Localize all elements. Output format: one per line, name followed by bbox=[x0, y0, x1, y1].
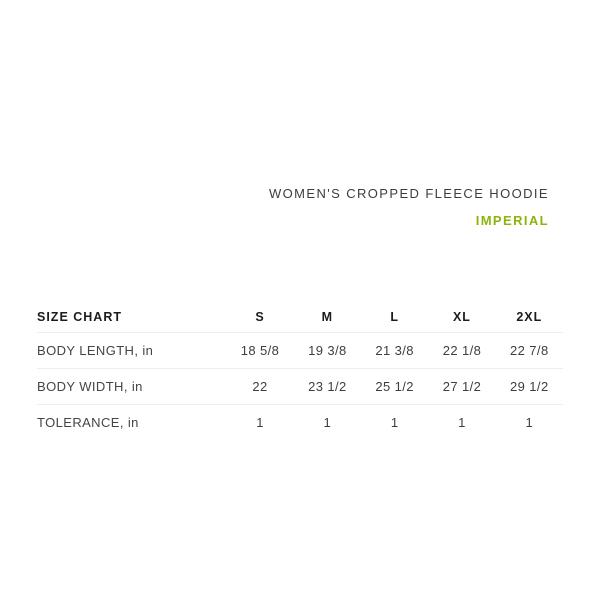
size-value-cell: 27 1/2 bbox=[442, 379, 482, 394]
size-chart-table: SIZE CHART S M L XL 2XL BODY LENGTH, in … bbox=[37, 301, 563, 440]
size-value-cell: 23 1/2 bbox=[308, 379, 347, 394]
size-value-cell: 29 1/2 bbox=[510, 379, 549, 394]
size-chart-heading: SIZE CHART bbox=[37, 309, 122, 324]
size-column-header-2xl: 2XL bbox=[516, 309, 543, 324]
size-value-cell: 25 1/2 bbox=[375, 379, 414, 394]
product-title: WOMEN'S CROPPED FLEECE HOODIE bbox=[268, 186, 549, 201]
size-value-cell: 18 5/8 bbox=[240, 343, 280, 358]
size-value-cell: 22 1/8 bbox=[442, 343, 482, 358]
size-value-cell: 19 3/8 bbox=[308, 343, 347, 358]
table-row-body-width: BODY WIDTH, in 22 23 1/2 25 1/2 27 1/2 2… bbox=[37, 369, 563, 405]
table-row-body-length: BODY LENGTH, in 18 5/8 19 3/8 21 3/8 22 … bbox=[37, 333, 563, 369]
size-value-cell: 1 bbox=[458, 415, 466, 430]
size-value-cell: 1 bbox=[256, 415, 264, 430]
size-column-header-m: M bbox=[321, 309, 334, 324]
size-column-header-xl: XL bbox=[452, 309, 471, 324]
size-value-cell: 1 bbox=[323, 415, 332, 430]
header-row: SIZE CHART S M L XL 2XL bbox=[37, 301, 563, 333]
size-value-cell: 22 bbox=[252, 379, 268, 394]
size-value-cell: 22 7/8 bbox=[510, 343, 549, 358]
row-label: BODY LENGTH, in bbox=[37, 343, 154, 358]
table-row-tolerance: TOLERANCE, in 1 1 1 1 1 bbox=[37, 405, 563, 441]
size-column-header-l: L bbox=[390, 309, 399, 324]
product-header: WOMEN'S CROPPED FLEECE HOODIE IMPERIAL bbox=[269, 186, 549, 230]
size-value-cell: 1 bbox=[525, 415, 534, 430]
size-value-cell: 1 bbox=[390, 415, 399, 430]
size-chart-section: SIZE CHART S M L XL 2XL BODY LENGTH, in … bbox=[37, 301, 563, 440]
row-label: BODY WIDTH, in bbox=[37, 379, 143, 394]
units-toggle-imperial[interactable]: IMPERIAL bbox=[475, 213, 549, 228]
size-value-cell: 21 3/8 bbox=[375, 343, 414, 358]
size-column-header-s: S bbox=[255, 309, 265, 324]
row-label: TOLERANCE, in bbox=[37, 415, 139, 430]
